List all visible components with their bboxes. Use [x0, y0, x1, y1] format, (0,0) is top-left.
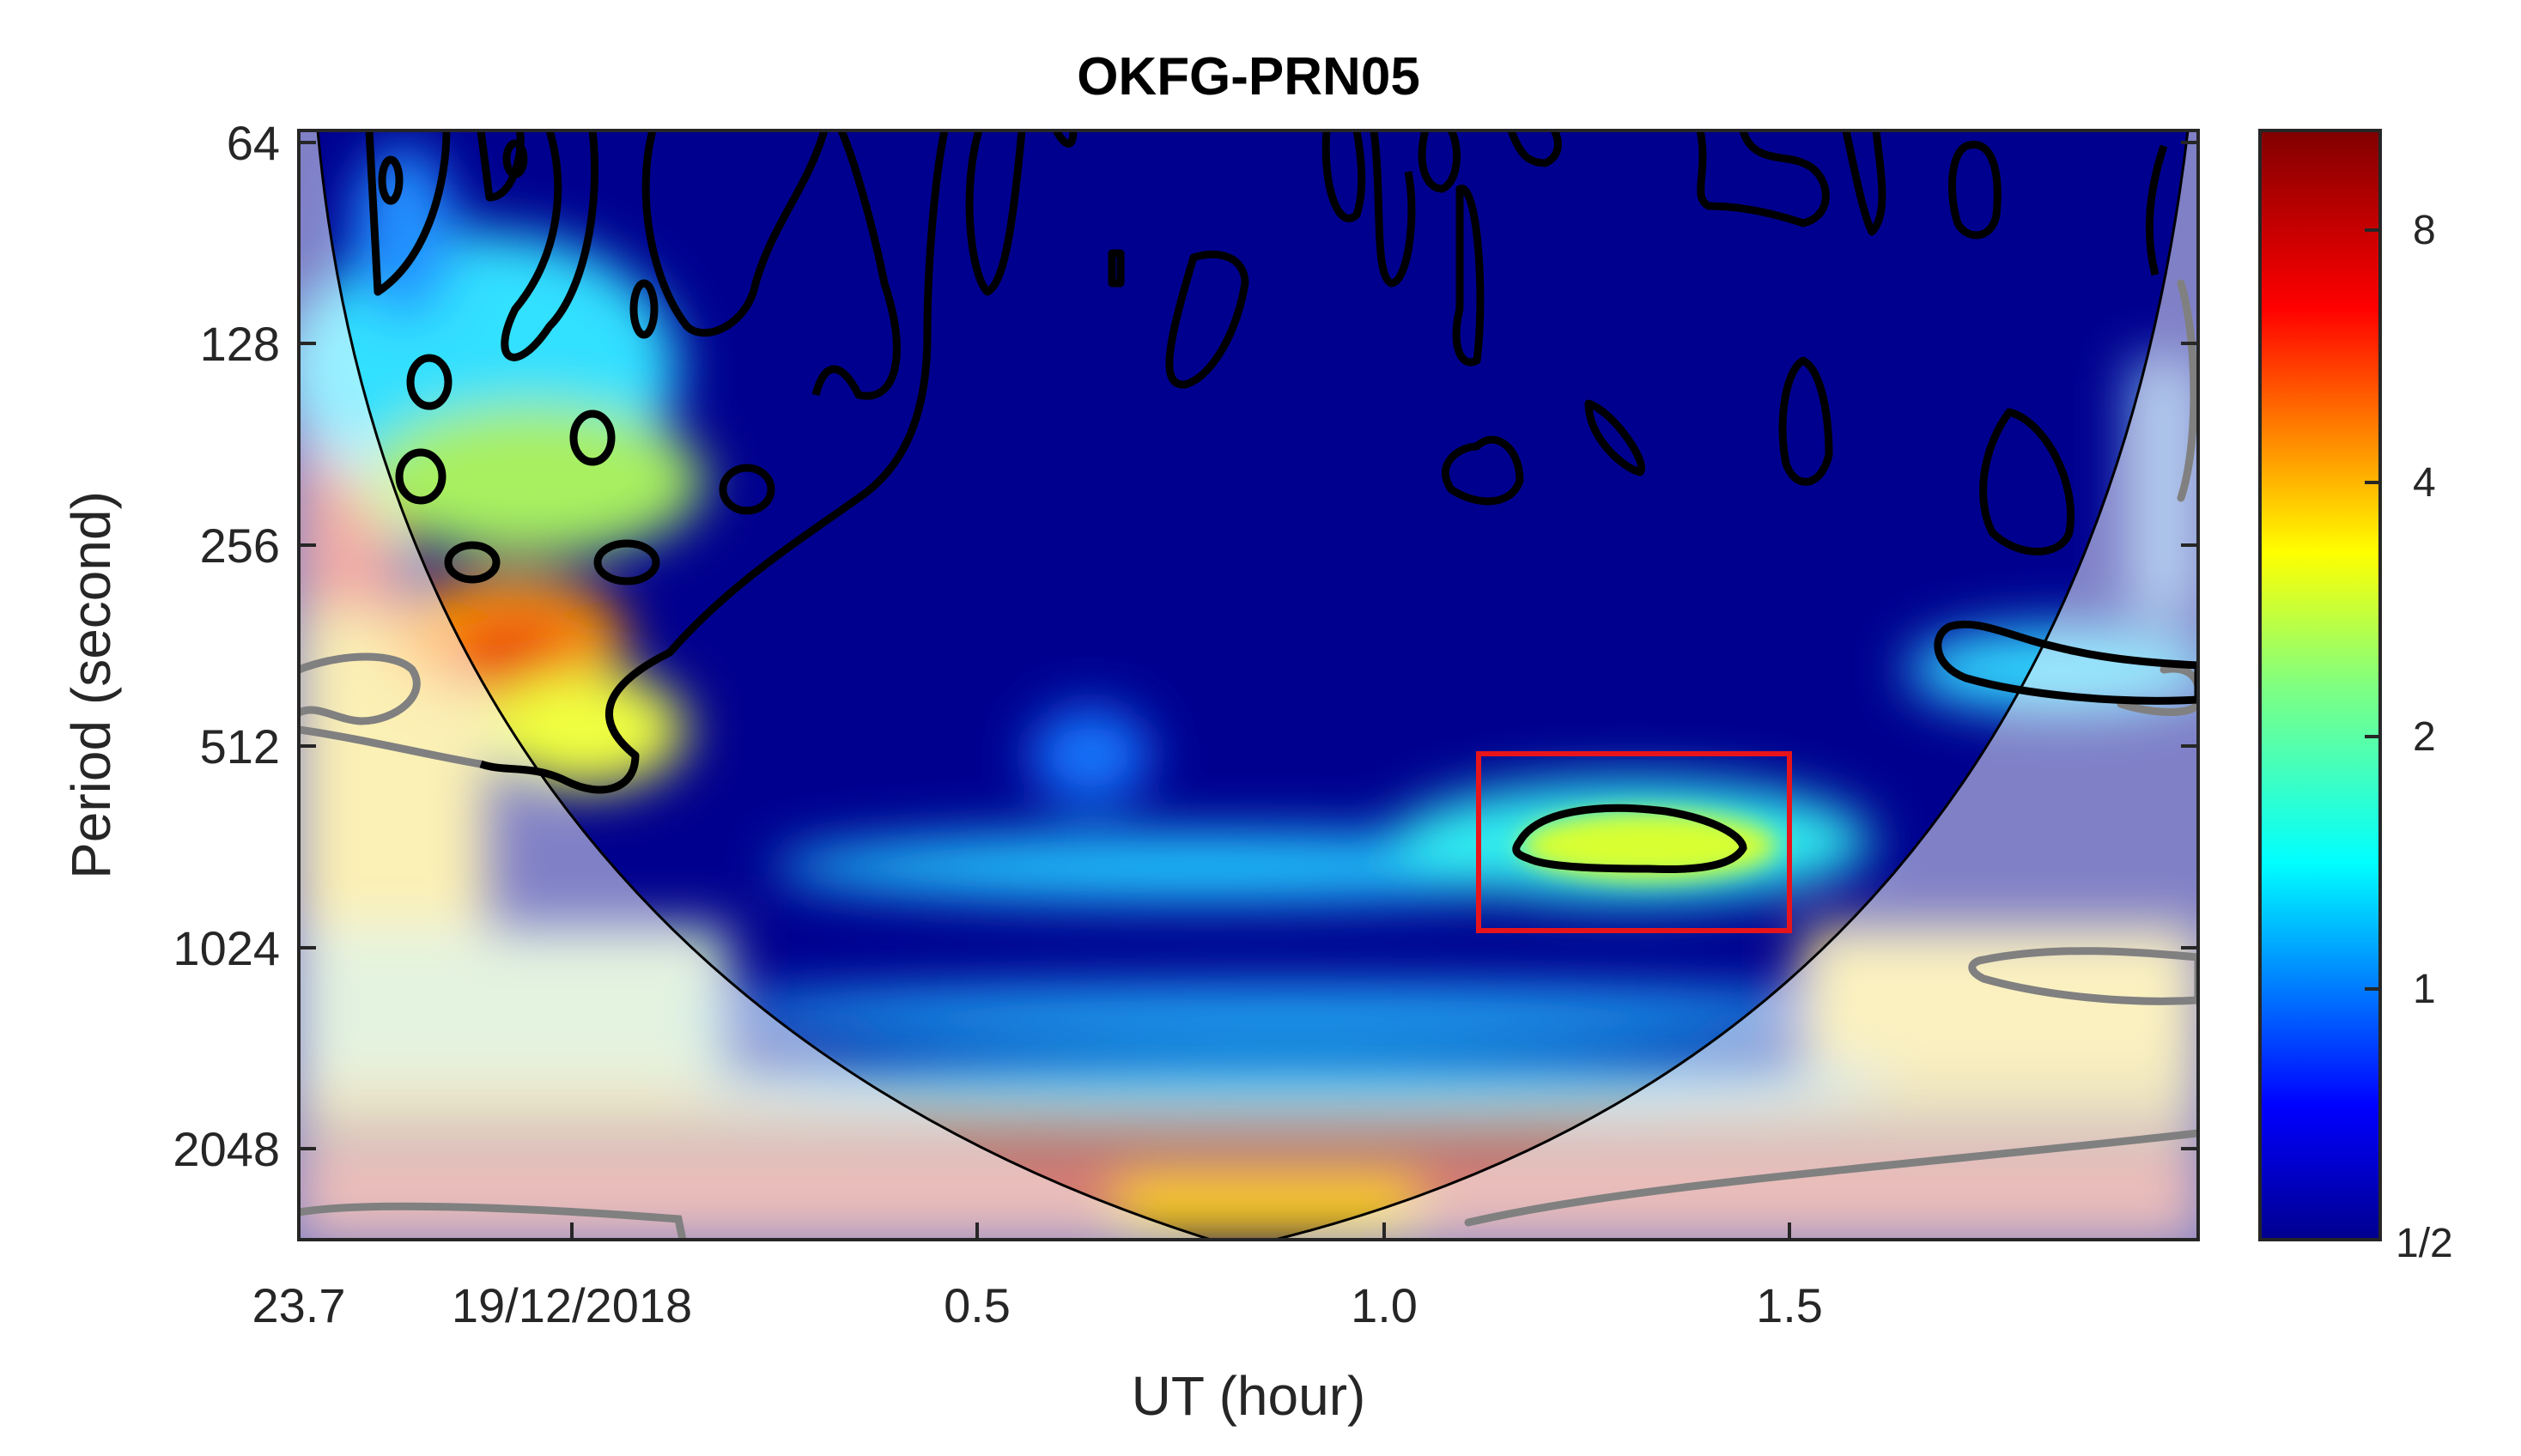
contours-significant: [365, 130, 2198, 794]
cone-of-influence-line: [316, 130, 2190, 1240]
x-axis: [570, 1222, 1791, 1240]
colorbar-tick-label: 1: [2413, 967, 2436, 1012]
y-tick-label: 2048: [173, 1122, 280, 1176]
y-tick-label: 128: [200, 317, 280, 371]
y-tick-labels: 64 128 256 512 1024 2048: [173, 116, 280, 1176]
x-tick-label: 1.0: [1351, 1278, 1418, 1332]
x-axis-label: UT (hour): [1132, 1365, 1366, 1427]
colorbar: 8 4 2 1 1/2: [2258, 129, 2453, 1266]
y-tick-label: 1024: [173, 921, 280, 975]
x-tick-label: 23.7: [252, 1278, 346, 1332]
cone-of-influence-shade: [299, 130, 2198, 1240]
y-axis: [299, 141, 2198, 1150]
colorbar-tick-label: 8: [2413, 208, 2436, 253]
scalogram: [299, 130, 2198, 1240]
colorbar-tick-label: 4: [2413, 460, 2436, 506]
y-tick-label: 512: [200, 719, 280, 774]
colorbar-tick-label: 1/2: [2396, 1221, 2453, 1266]
y-axis-label: Period (second): [60, 491, 122, 879]
significant-island: [1512, 804, 1747, 873]
x-tick-label: 0.5: [944, 1278, 1011, 1332]
x-tick-label: 1.5: [1756, 1278, 1823, 1332]
contours-outside-coi: [299, 279, 2198, 1240]
x-tick-labels: 23.7 19/12/2018 0.5 1.0 1.5: [252, 1278, 1823, 1332]
colorbar-gradient: [2258, 129, 2382, 1241]
y-tick-label: 64: [227, 116, 280, 170]
x-tick-label: 19/12/2018: [452, 1278, 692, 1332]
plot-frame: [297, 129, 2200, 1241]
chart-title: OKFG-PRN05: [1077, 47, 1420, 106]
colorbar-tick-label: 2: [2413, 714, 2436, 760]
highlight-box: [1476, 751, 1792, 933]
y-tick-label: 256: [200, 519, 280, 573]
